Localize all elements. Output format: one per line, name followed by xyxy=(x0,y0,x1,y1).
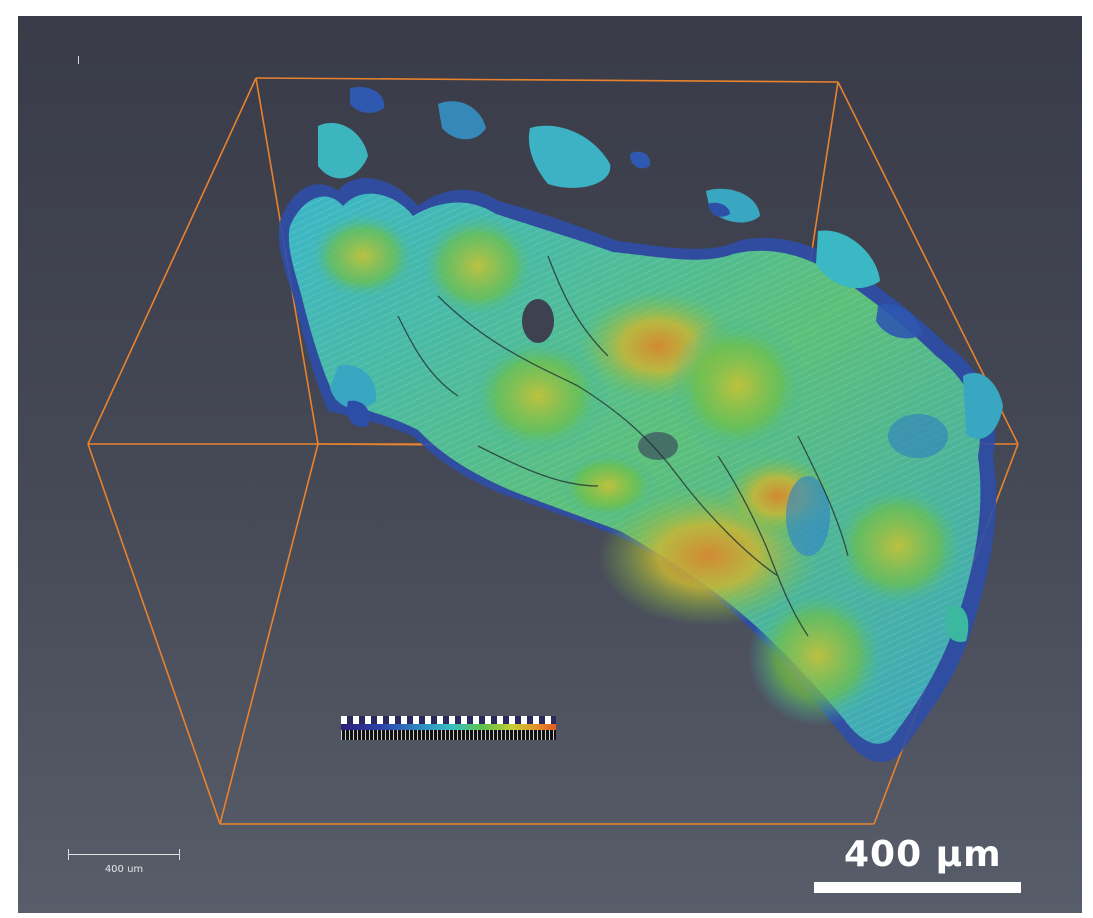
scale-bar-large-label: 400 µm xyxy=(844,834,1002,875)
scale-bar-small-label: 400 um xyxy=(104,864,144,875)
color-scale-ramp xyxy=(341,724,556,730)
scale-bar-small-line xyxy=(68,854,180,855)
color-scale-ticks-bottom xyxy=(341,730,556,740)
volume-rendering-scene xyxy=(87,77,1019,825)
3d-render-viewport: 400 um 400 µm xyxy=(18,16,1082,913)
scale-bar-large-line xyxy=(814,882,1021,893)
scale-bar-small: 400 um xyxy=(68,846,180,876)
corner-tick-mark xyxy=(78,56,79,64)
scale-bar-small-right-cap xyxy=(179,849,180,860)
color-scale-ticks-top xyxy=(341,716,556,724)
scale-bar-large: 400 µm xyxy=(814,834,1024,894)
tissue-surface xyxy=(278,178,997,763)
color-scale-legend xyxy=(341,716,556,740)
tissue-fragments xyxy=(318,86,1003,642)
